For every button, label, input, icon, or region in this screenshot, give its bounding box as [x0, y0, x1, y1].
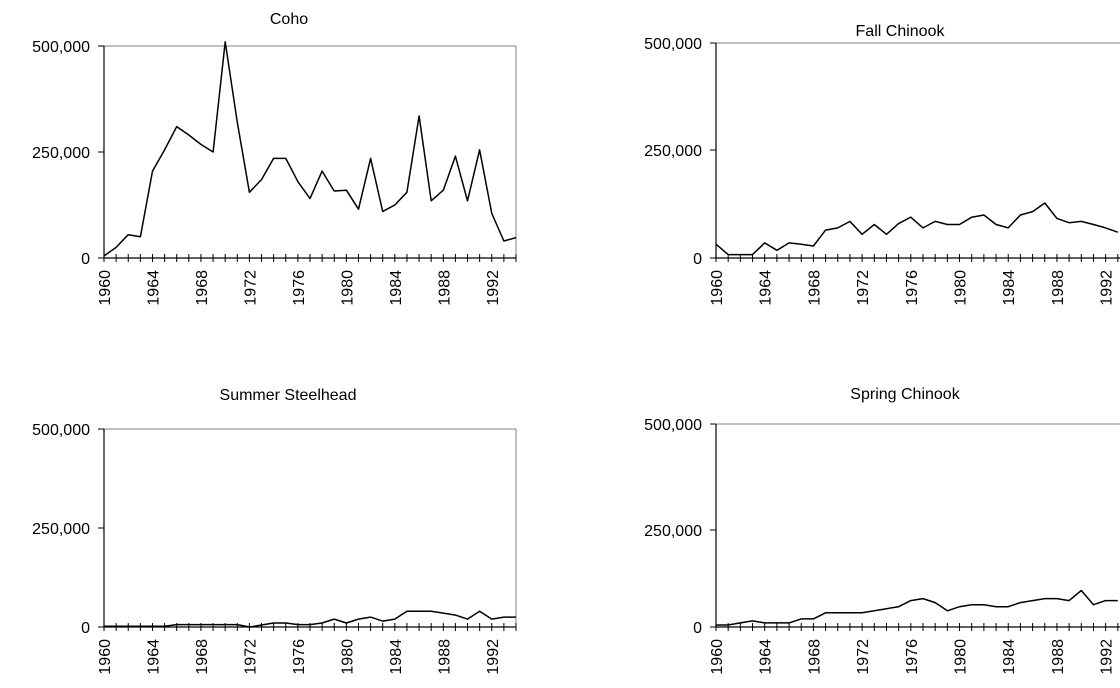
- x-tick-label: 1968: [806, 270, 823, 306]
- x-tick-label: 1988: [436, 270, 453, 306]
- chart-title: Fall Chinook: [856, 23, 946, 40]
- x-tick-label: 1964: [758, 270, 775, 306]
- x-tick-label: 1960: [97, 639, 114, 675]
- series-line: [716, 589, 1118, 626]
- x-tick-label: 1980: [339, 639, 356, 675]
- x-tick-label: 1960: [709, 270, 726, 306]
- series-line: [715, 202, 1119, 256]
- y-tick-label: 0: [81, 620, 90, 637]
- chart-panel-2: Fall Chinook 0 250,000 500,000 1960 1964 1968 1…: [644, 23, 1120, 306]
- x-tick-label: 1984: [1001, 639, 1018, 675]
- x-tick-label: 1992: [1099, 639, 1116, 675]
- x-tick-label: 1972: [855, 270, 872, 306]
- x-tick-label: 1984: [388, 639, 405, 675]
- x-tick-label: 1980: [953, 270, 970, 306]
- y-tick-label: 250,000: [644, 143, 702, 160]
- x-tick-label: 1976: [904, 639, 921, 675]
- x-tick-label: 1992: [1099, 270, 1116, 306]
- x-tick-label: 1980: [953, 639, 970, 675]
- y-tick-label: 0: [693, 251, 702, 268]
- x-tick-label: 1972: [242, 639, 259, 675]
- y-tick-label: 500,000: [644, 36, 702, 53]
- x-tick-label: 1968: [194, 639, 211, 675]
- series-line: [103, 41, 517, 257]
- series-line: [104, 610, 516, 628]
- x-tick-label: 1976: [291, 639, 308, 675]
- y-tick-label: 250,000: [644, 523, 702, 540]
- x-tick-label: 1992: [485, 270, 502, 306]
- x-tick-label: 1988: [1050, 270, 1067, 306]
- chart-panel-1: Coho 0 250,000 500,000 1960 1964 1968 1972 1976 1…: [32, 11, 517, 306]
- chart-panel-4: Spring Chinook 0 250,000 500,000 1960 1964 196…: [644, 386, 1120, 675]
- x-tick-label: 1980: [339, 270, 356, 306]
- x-tick-label: 1964: [145, 270, 162, 306]
- x-tick-label: 1992: [485, 639, 502, 675]
- y-tick-label: 250,000: [32, 521, 90, 538]
- chart-panel-3: Summer Steelhead 0 250,000 500,000 1960 1964 1…: [32, 387, 517, 675]
- x-tick-label: 1972: [242, 270, 259, 306]
- chart-title: Spring Chinook: [850, 386, 960, 403]
- x-tick-label: 1964: [145, 639, 162, 675]
- y-tick-label: 0: [81, 251, 90, 268]
- y-tick-label: 0: [693, 620, 702, 637]
- x-tick-label: 1976: [904, 270, 921, 306]
- x-tick-label: 1960: [97, 270, 114, 306]
- x-tick-label: 1984: [388, 270, 405, 306]
- chart-title: Coho: [270, 11, 308, 28]
- x-tick-label: 1976: [291, 270, 308, 306]
- x-tick-label: 1988: [436, 639, 453, 675]
- y-tick-label: 500,000: [644, 417, 702, 434]
- x-tick-label: 1972: [855, 639, 872, 675]
- x-tick-label: 1984: [1001, 270, 1018, 306]
- y-tick-label: 250,000: [32, 145, 90, 162]
- x-tick-label: 1968: [806, 639, 823, 675]
- y-tick-label: 500,000: [32, 39, 90, 56]
- x-tick-label: 1988: [1050, 639, 1067, 675]
- x-tick-label: 1968: [194, 270, 211, 306]
- x-tick-label: 1964: [758, 639, 775, 675]
- y-tick-label: 500,000: [32, 422, 90, 439]
- chart-title: Summer Steelhead: [220, 387, 357, 404]
- x-tick-label: 1960: [709, 639, 726, 675]
